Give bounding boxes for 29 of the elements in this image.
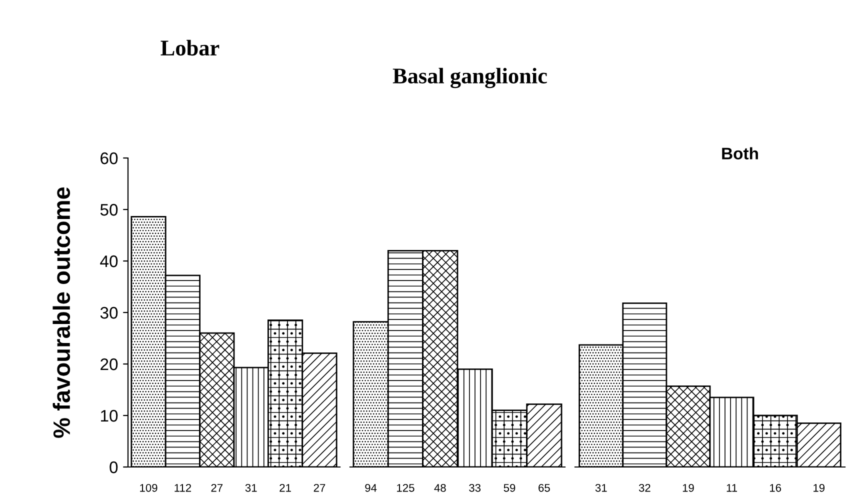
- chart-title: Basal ganglionic: [392, 68, 547, 88]
- x-tick-label: 48: [434, 484, 446, 492]
- x-tick-label: 19: [814, 484, 825, 492]
- x-tick-label: 59: [504, 484, 516, 492]
- y-tick-label: 0: [110, 461, 118, 474]
- x-tick-label: 109: [140, 484, 158, 492]
- x-tick-label: 16: [770, 484, 782, 492]
- y-axis-title: % favourable outcome: [52, 187, 70, 438]
- x-tick-label: 65: [538, 484, 550, 492]
- chart-title: Both: [722, 147, 758, 160]
- x-tick-label: 31: [245, 484, 257, 492]
- x-tick-label: 27: [211, 484, 223, 492]
- x-tick-label: 125: [397, 484, 414, 492]
- x-tick-label: 31: [595, 484, 607, 492]
- y-tick-label: 60: [100, 152, 118, 164]
- y-tick-label: 20: [100, 358, 118, 370]
- y-tick-label: 30: [100, 306, 118, 319]
- x-tick-label: 21: [280, 484, 291, 492]
- x-tick-label: 32: [638, 484, 650, 492]
- x-tick-label: 19: [682, 484, 694, 492]
- chart-title: Lobar: [160, 40, 220, 56]
- x-tick-label: 33: [469, 484, 481, 492]
- x-tick-label: 11: [726, 484, 737, 492]
- x-tick-label: 94: [365, 484, 377, 492]
- x-tick-label: 27: [314, 484, 326, 492]
- x-tick-label: 112: [174, 484, 192, 492]
- y-tick-label: 10: [101, 410, 118, 422]
- y-tick-label: 50: [100, 204, 118, 216]
- y-tick-label: 40: [100, 255, 118, 268]
